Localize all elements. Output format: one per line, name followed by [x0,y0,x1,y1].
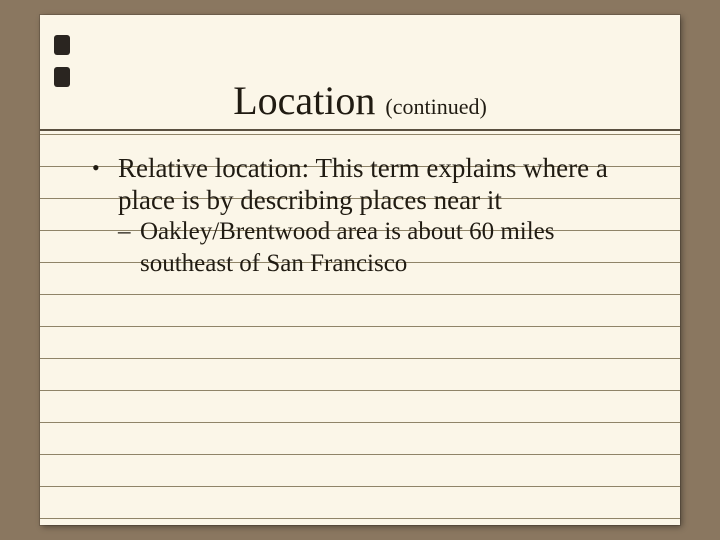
sub-bullet-text: Oakley/Brentwood area is about 60 miles … [140,216,640,280]
bullet-item: • Relative location: This term explains … [92,152,640,216]
slide-title: Location (continued) [40,77,680,124]
bullet-text: Relative location: This term explains wh… [118,152,640,216]
binder-hole [54,35,70,55]
slide-body: • Relative location: This term explains … [92,152,640,280]
slide-paper: Location (continued) • Relative location… [40,15,680,525]
sub-bullet-item: – Oakley/Brentwood area is about 60 mile… [118,216,640,280]
heavy-rule [40,129,680,135]
sub-bullet-marker: – [118,216,140,280]
title-subtitle: (continued) [385,94,486,119]
bullet-marker: • [92,152,118,216]
title-main: Location [233,78,375,123]
